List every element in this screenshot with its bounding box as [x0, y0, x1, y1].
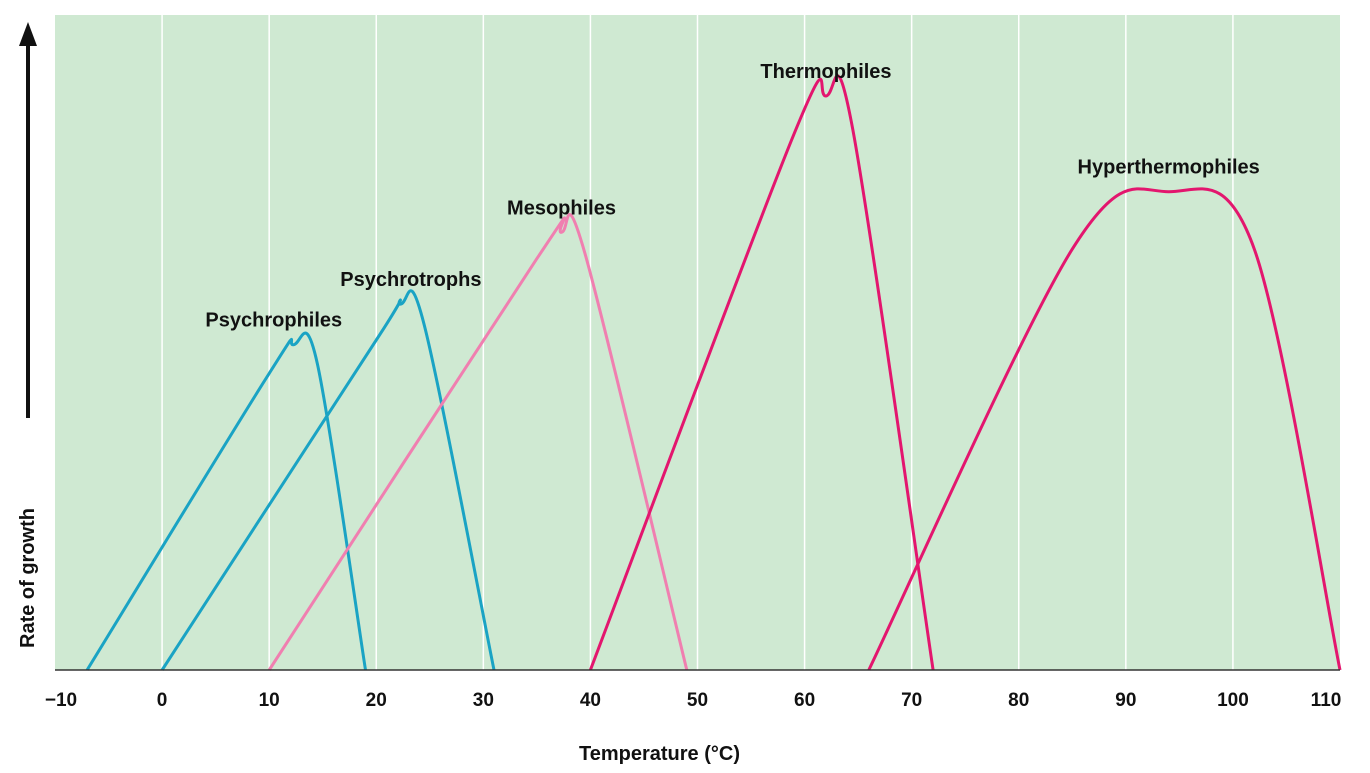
y-axis: Rate of growth: [17, 22, 39, 648]
growth-curves: [85, 74, 1342, 671]
curve-psychrotrophs: [160, 289, 496, 671]
x-tick-label: 20: [366, 690, 387, 711]
x-tick-label: 100: [1217, 690, 1249, 711]
x-tick-label: 60: [794, 690, 815, 711]
x-tick-label: 80: [1008, 690, 1029, 711]
series-label-psychrotrophs: Psychrotrophs: [340, 269, 481, 291]
x-tick-label: 10: [259, 690, 280, 711]
x-tick-label: 90: [1115, 690, 1136, 711]
curve-thermophiles: [588, 74, 935, 671]
x-tick-label: 0: [157, 690, 168, 711]
y-axis-title: Rate of growth: [17, 508, 39, 648]
series-label-mesophiles: Mesophiles: [507, 197, 616, 219]
x-tick-label: 50: [687, 690, 708, 711]
curve-hyperthermophiles: [867, 187, 1342, 671]
x-tick-label: 30: [473, 690, 494, 711]
curve-mesophiles: [267, 212, 689, 671]
x-tick-label: 70: [901, 690, 922, 711]
x-tick-label: 110: [1311, 690, 1342, 711]
x-tick-label: 40: [580, 690, 601, 711]
x-tick-labels: −10 0 10 20 30 40 50 60 70 80 90 100 110: [45, 690, 1341, 711]
curve-psychrophiles: [85, 331, 367, 671]
series-label-thermophiles: Thermophiles: [760, 61, 891, 83]
x-axis-title: Temperature (°C): [579, 743, 740, 765]
series-labels: Psychrophiles Psychrotrophs Mesophiles Ther…: [205, 61, 1259, 332]
series-label-psychrophiles: Psychrophiles: [205, 310, 342, 332]
x-tick-label: −10: [45, 690, 77, 711]
series-label-hyperthermophiles: Hyperthermophiles: [1078, 157, 1260, 179]
y-axis-arrow-icon: [19, 22, 37, 46]
